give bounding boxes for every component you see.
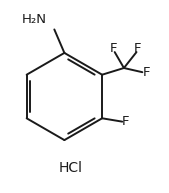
Text: F: F (122, 115, 129, 128)
Text: HCl: HCl (59, 161, 83, 175)
Text: F: F (110, 42, 118, 55)
Text: H₂N: H₂N (22, 14, 47, 26)
Text: F: F (134, 42, 142, 55)
Text: F: F (142, 66, 150, 79)
